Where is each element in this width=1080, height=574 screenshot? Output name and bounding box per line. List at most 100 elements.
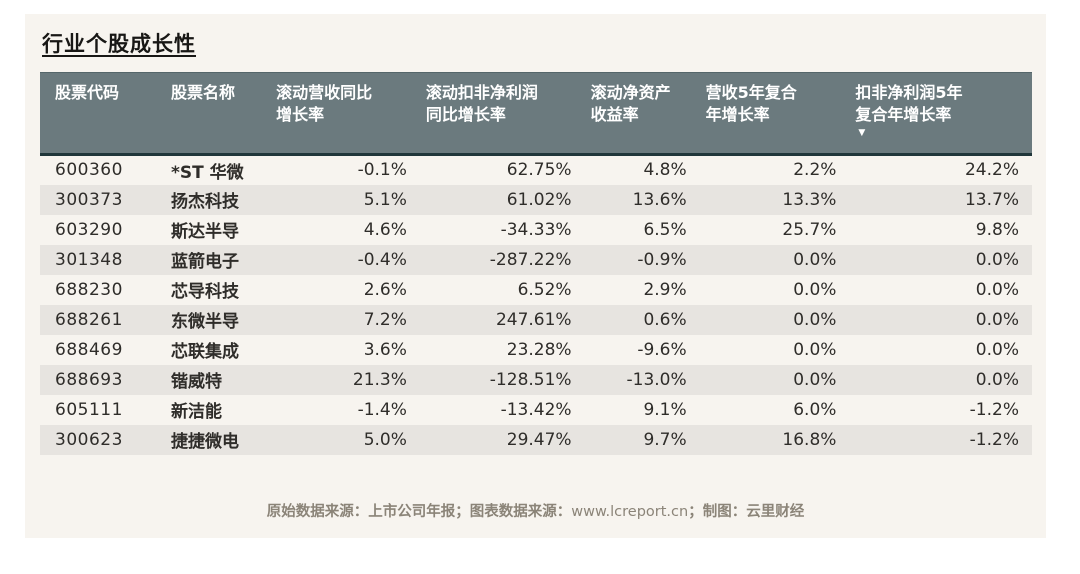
cell-code: 605111 [55,399,123,420]
cell-np_cagr5y: 0.0% [975,339,1019,360]
cell-rev_cagr5y: 0.0% [793,279,837,300]
table-row: 605111 新洁能 -1.4% -13.42% 9.1% 6.0% -1.2% [40,395,1032,425]
cell-roe: -9.6% [637,339,687,360]
cell-np_yoy: 29.47% [506,429,572,450]
cell-code: 600360 [55,160,123,181]
cell-name: 蓝箭电子 [170,252,239,272]
cell-rev_cagr5y: 0.0% [793,249,837,270]
col-header-rev_yoy: 滚动营收同比 增长率 [270,72,420,156]
col-header-rev_cagr5y: 营收5年复合 年增长率 [699,72,850,156]
table-header: 股票代码 股票名称 滚动营收同比 增长率 滚动扣非净利润 同比增长率 滚动净资产 收益率 营收5… [40,72,1032,156]
cell-np_cagr5y: 9.8% [975,219,1019,240]
col-header-label: 复合年增长率 [855,105,952,125]
col-header-label: 增长率 [276,105,325,125]
content-card: 行业个股成长性 股票代码 股票名称 滚动营收同比 增长率 滚动扣非净利润 同比增长率 滚动净… [25,14,1046,538]
cell-name: 捷捷微电 [170,432,239,452]
col-header-roe: 滚动净资产 收益率 [584,72,700,156]
footer-note: 原始数据来源：上市公司年报；图表数据来源：www.lcreport.cn；制图：… [25,500,1046,521]
col-header-code: 股票代码 [40,72,165,156]
source-url: www.lcreport.cn [571,503,689,520]
cell-name: 锴威特 [170,372,222,392]
cell-rev_yoy: -0.1% [357,160,407,181]
col-header-label: 同比增长率 [425,105,506,125]
cell-rev_yoy: 3.6% [363,339,407,360]
cell-name: 东微半导 [170,312,239,332]
table-row: 600360 *ST 华微 -0.1% 62.75% 4.8% 2.2% 24.2% [40,155,1032,185]
footer-source-text: 原始数据来源：上市公司年报；图表数据来源： [266,503,572,520]
cell-rev_cagr5y: 13.3% [782,189,837,210]
cell-code: 301348 [55,249,123,270]
header-row: 股票代码 股票名称 滚动营收同比 增长率 滚动扣非净利润 同比增长率 滚动净资产 收益率 营收5… [40,72,1032,156]
sort-descending-icon[interactable]: ▼ [858,128,866,139]
table-row: 300373 扬杰科技 5.1% 61.02% 13.6% 13.3% 13.7% [40,184,1032,215]
cell-rev_cagr5y: 16.8% [782,429,837,450]
col-header-label: 营收5年复合 [705,83,797,102]
cell-roe: 4.8% [643,160,687,181]
cell-rev_cagr5y: 0.0% [793,339,837,360]
cell-rev_cagr5y: 6.0% [793,399,837,420]
col-header-np_yoy: 滚动扣非净利润 同比增长率 [419,72,585,156]
table-row: 688469 芯联集成 3.6% 23.28% -9.6% 0.0% 0.0% [40,335,1032,365]
cell-np_yoy: -128.51% [489,369,572,390]
cell-roe: 6.5% [643,219,687,240]
cell-np_cagr5y: 0.0% [975,309,1019,330]
table-body: 600360 *ST 华微 -0.1% 62.75% 4.8% 2.2% 24.2% 3003… [40,155,1032,455]
cell-rev_cagr5y: 0.0% [793,369,837,390]
cell-np_yoy: -287.22% [489,249,572,270]
cell-name: 新洁能 [170,402,222,422]
cell-np_yoy: 6.52% [517,279,572,300]
cell-roe: 13.6% [632,189,687,210]
col-header-label: 年增长率 [705,105,770,125]
cell-name: *ST 华微 [170,162,244,183]
cell-np_cagr5y: 0.0% [975,279,1019,300]
table-row: 301348 蓝箭电子 -0.4% -287.22% -0.9% 0.0% 0.0% [40,244,1032,275]
cell-roe: 0.6% [643,309,687,330]
col-header-label: 滚动营收同比 [276,83,373,102]
cell-rev_cagr5y: 2.2% [793,160,837,181]
cell-name: 扬杰科技 [170,192,239,212]
cell-np_yoy: -34.33% [500,219,572,240]
cell-rev_yoy: -0.4% [357,249,407,270]
cell-code: 688261 [55,309,123,330]
table-row: 688261 东微半导 7.2% 247.61% 0.6% 0.0% 0.0% [40,304,1032,335]
col-header-label: 滚动扣非净利润 [425,83,538,102]
col-header-label: 收益率 [590,105,639,125]
cell-name: 斯达半导 [170,222,239,242]
cell-roe: 9.1% [643,399,687,420]
cell-rev_yoy: 4.6% [363,219,407,240]
cell-np_cagr5y: 0.0% [975,249,1019,270]
table-row: 688230 芯导科技 2.6% 6.52% 2.9% 0.0% 0.0% [40,275,1032,305]
cell-rev_yoy: 5.1% [363,189,407,210]
cell-name: 芯导科技 [170,282,239,302]
cell-rev_yoy: 21.3% [352,369,407,390]
cell-rev_cagr5y: 25.7% [782,219,837,240]
cell-code: 688469 [55,339,123,360]
cell-roe: 2.9% [643,279,687,300]
cell-rev_yoy: 5.0% [363,429,407,450]
cell-code: 603290 [55,219,123,240]
cell-np_cagr5y: -1.2% [969,399,1019,420]
col-header-np_cagr5y[interactable]: 扣非净利润5年 复合年增长率 ▼ [849,72,1032,156]
cell-np_cagr5y: -1.2% [969,429,1019,450]
cell-np_yoy: 62.75% [506,160,572,181]
stock-growth-table: 股票代码 股票名称 滚动营收同比 增长率 滚动扣非净利润 同比增长率 滚动净资产 收益率 营收5… [40,72,1032,455]
cell-np_yoy: 61.02% [506,189,572,210]
col-header-label: 股票名称 [170,83,235,102]
cell-rev_cagr5y: 0.0% [793,309,837,330]
cell-rev_yoy: -1.4% [357,399,407,420]
cell-np_cagr5y: 13.7% [964,189,1019,210]
col-header-label: 扣非净利润5年 [855,83,963,102]
cell-np_cagr5y: 24.2% [964,160,1019,181]
cell-name: 芯联集成 [170,342,239,362]
cell-np_cagr5y: 0.0% [975,369,1019,390]
cell-rev_yoy: 2.6% [363,279,407,300]
col-header-label: 股票代码 [55,83,120,102]
cell-np_yoy: -13.42% [500,399,572,420]
cell-np_yoy: 23.28% [506,339,572,360]
cell-code: 688230 [55,279,123,300]
cell-roe: -13.0% [626,369,687,390]
table-row: 688693 锴威特 21.3% -128.51% -13.0% 0.0% 0.0% [40,364,1032,395]
footer-credit-text: ；制图：云里财经 [688,503,805,520]
cell-np_yoy: 247.61% [495,309,572,330]
page-title: 行业个股成长性 [42,32,196,56]
